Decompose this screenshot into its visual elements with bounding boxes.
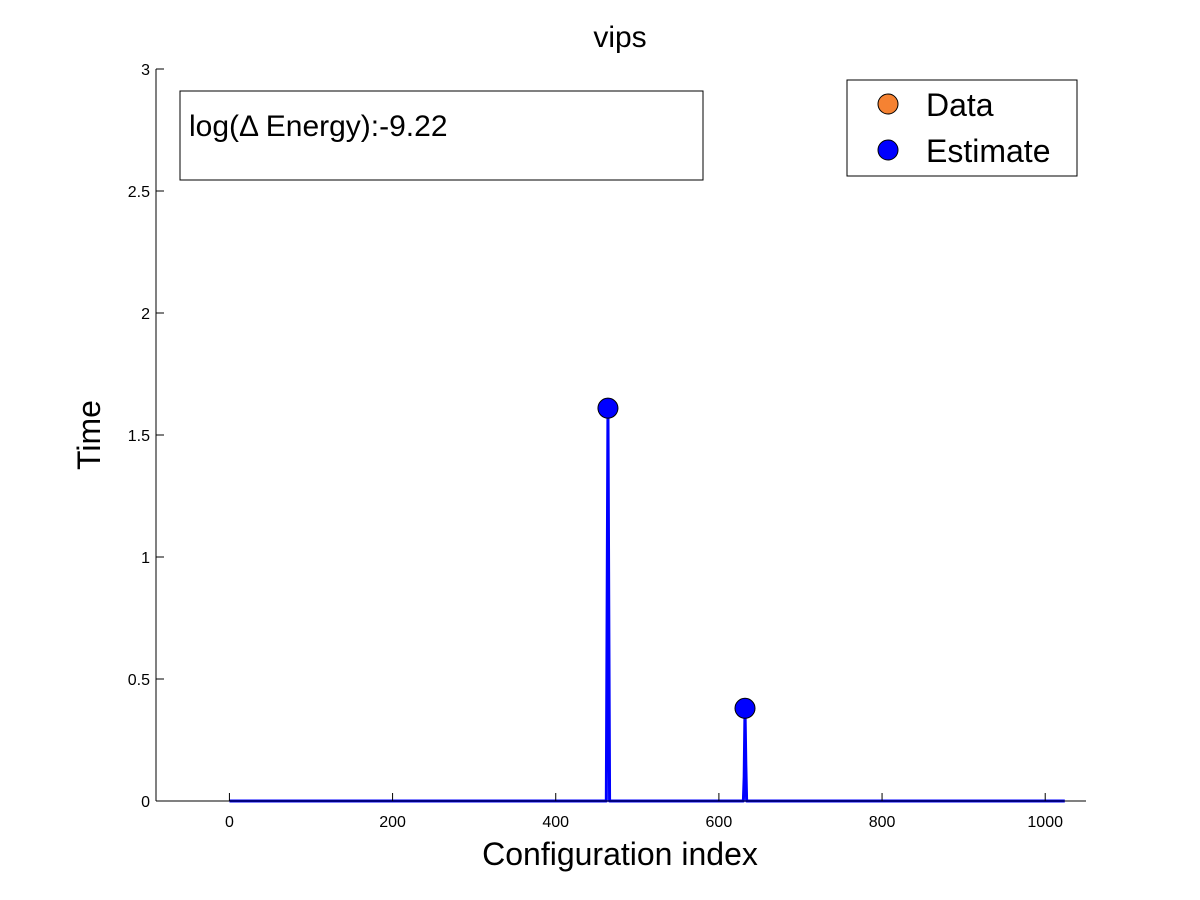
y-tick-label: 3 xyxy=(141,62,150,79)
chart-title: vips xyxy=(593,21,646,54)
y-tick-label: 2 xyxy=(141,306,150,323)
x-tick-label: 400 xyxy=(542,814,569,831)
x-tick-label: 800 xyxy=(869,814,896,831)
legend-label-data: Data xyxy=(926,87,994,123)
x-tick-label: 0 xyxy=(225,814,234,831)
plot-area xyxy=(156,69,1086,801)
y-tick-label: 0.5 xyxy=(128,672,150,689)
legend-marker-data xyxy=(877,93,899,115)
estimate-point xyxy=(734,697,756,719)
x-tick-label: 600 xyxy=(706,814,733,831)
y-tick-label: 1.5 xyxy=(128,428,150,445)
legend: Data Estimate xyxy=(846,79,1078,177)
x-axis-label: Configuration index xyxy=(482,836,758,872)
annotation-text: log(Δ Energy):-9.22 xyxy=(189,110,448,143)
y-axis-label: Time xyxy=(71,400,107,470)
y-tick-label: 2.5 xyxy=(128,184,150,201)
estimate-point xyxy=(597,397,619,419)
tick-layer: 0 200 400 600 800 1000 0 0.5 1 1.5 2 2.5 3 xyxy=(128,62,1063,831)
y-tick-label: 0 xyxy=(141,794,150,811)
legend-label-estimate: Estimate xyxy=(926,133,1050,169)
x-tick-label: 1000 xyxy=(1027,814,1063,831)
annotation-frame xyxy=(179,90,704,181)
y-tick-label: 1 xyxy=(141,550,150,567)
legend-marker-estimate xyxy=(877,139,899,161)
annotation-box: log(Δ Energy):-9.22 xyxy=(179,90,704,181)
x-tick-label: 200 xyxy=(379,814,406,831)
